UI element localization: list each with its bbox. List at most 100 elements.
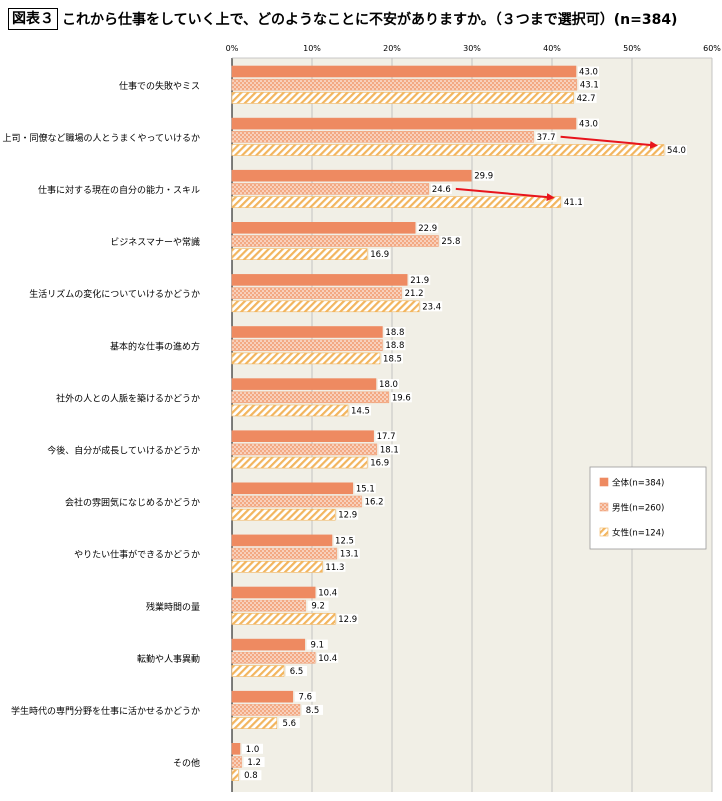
data-label: 16.2: [365, 498, 384, 508]
data-label-bg: [578, 118, 599, 129]
data-label-bg: [666, 145, 687, 155]
bar: [231, 665, 285, 677]
bar: [231, 326, 383, 338]
legend-entry-label: 男性(n=260): [612, 503, 664, 514]
x-tick-label: 30%: [463, 44, 481, 53]
data-label: 42.7: [577, 94, 596, 104]
category-label: 会社の雰囲気になじめるかどうか: [65, 497, 200, 509]
category-label: 転勤や人事異動: [137, 653, 200, 665]
category-label: 仕事に対する現在の自分の能力・スキル: [38, 184, 200, 196]
data-label: 22.9: [418, 224, 437, 234]
data-label: 29.9: [474, 172, 493, 182]
data-label: 18.8: [385, 328, 404, 338]
data-label: 21.9: [410, 276, 429, 286]
data-label: 14.5: [351, 407, 370, 417]
data-label: 0.8: [244, 771, 258, 781]
bar: [231, 222, 416, 234]
data-label: 6.5: [290, 667, 304, 677]
data-label-bg: [575, 92, 597, 103]
category-label: 基本的な仕事の進め方: [110, 340, 200, 352]
legend: [589, 466, 707, 550]
data-label-bg: [440, 236, 462, 246]
x-tick-label: 40%: [543, 44, 561, 53]
bar: [231, 274, 408, 286]
data-label: 43.0: [579, 68, 598, 78]
bar: [231, 131, 534, 143]
bar: [231, 690, 294, 703]
bar: [231, 235, 439, 247]
data-label-bg: [294, 691, 316, 702]
data-label-bg: [578, 66, 599, 77]
bar: [231, 430, 374, 443]
data-label: 17.7: [377, 432, 396, 442]
bar: [231, 586, 316, 599]
category-label: ビジネスマナーや常識: [110, 236, 200, 248]
bar: [231, 495, 362, 508]
data-label: 24.6: [432, 185, 451, 195]
bar: [231, 248, 368, 260]
data-label: 12.5: [335, 536, 354, 546]
data-label-bg: [382, 353, 403, 364]
bar: [231, 756, 242, 768]
category-label: 生活リズムの変化についていけるかどうか: [29, 288, 200, 300]
bar: [231, 183, 430, 195]
bar: [231, 339, 383, 352]
x-tick-label: 20%: [383, 44, 401, 53]
data-label-bg: [473, 170, 495, 181]
data-label: 18.8: [385, 341, 404, 351]
data-label: 21.2: [405, 289, 424, 299]
bar: [231, 508, 336, 521]
data-label-bg: [409, 274, 431, 285]
data-label-bg: [302, 704, 323, 715]
data-label: 8.5: [306, 706, 320, 716]
data-label-bg: [337, 613, 359, 624]
data-label: 18.1: [380, 445, 399, 455]
data-label: 15.1: [356, 484, 375, 494]
data-label-bg: [242, 743, 263, 754]
data-label-bg: [337, 509, 359, 520]
bar: [231, 456, 368, 469]
data-label: 54.0: [667, 146, 686, 156]
data-label-bg: [430, 183, 452, 194]
bar: [231, 92, 574, 104]
bar: [231, 352, 381, 365]
bar: [231, 144, 665, 156]
data-label: 11.3: [325, 563, 344, 573]
bar: [231, 287, 402, 299]
data-label: 18.0: [379, 380, 398, 390]
data-label: 25.8: [441, 237, 460, 247]
data-label-bg: [384, 327, 406, 337]
data-label-bg: [338, 548, 360, 559]
x-tick-label: 10%: [303, 44, 321, 53]
bar: [231, 378, 377, 390]
data-label-bg: [324, 561, 346, 572]
legend-swatch: [599, 477, 609, 487]
bar: [231, 391, 390, 404]
figure-label: 図表３: [8, 8, 58, 30]
data-label-bg: [384, 340, 406, 351]
data-label-bg: [306, 639, 328, 650]
bar: [231, 300, 420, 313]
bar: [231, 560, 323, 573]
data-label-bg: [421, 301, 443, 312]
data-label-bg: [369, 457, 391, 468]
bar: [231, 547, 338, 560]
data-label-bg: [535, 131, 557, 142]
data-label: 1.0: [246, 745, 260, 755]
bar: [231, 534, 333, 547]
data-label: 12.9: [338, 615, 357, 625]
title-row: 図表３ これから仕事をしていく上で、どのようなことに不安がありますか。（３つまで…: [8, 6, 677, 32]
data-label-bg: [378, 379, 399, 390]
data-label: 37.7: [537, 133, 556, 143]
data-label: 19.6: [392, 393, 411, 403]
data-label-bg: [369, 249, 391, 260]
data-label: 9.1: [311, 641, 325, 651]
category-label: 仕事での失敗やミス: [119, 80, 200, 92]
bar: [231, 169, 472, 182]
bar: [231, 196, 562, 208]
category-label: 学生時代の専門分野を仕事に活かせるかどうか: [11, 705, 200, 717]
category-label: その他: [173, 757, 200, 769]
x-tick-label: 0%: [226, 44, 239, 53]
data-label: 13.1: [340, 550, 359, 560]
